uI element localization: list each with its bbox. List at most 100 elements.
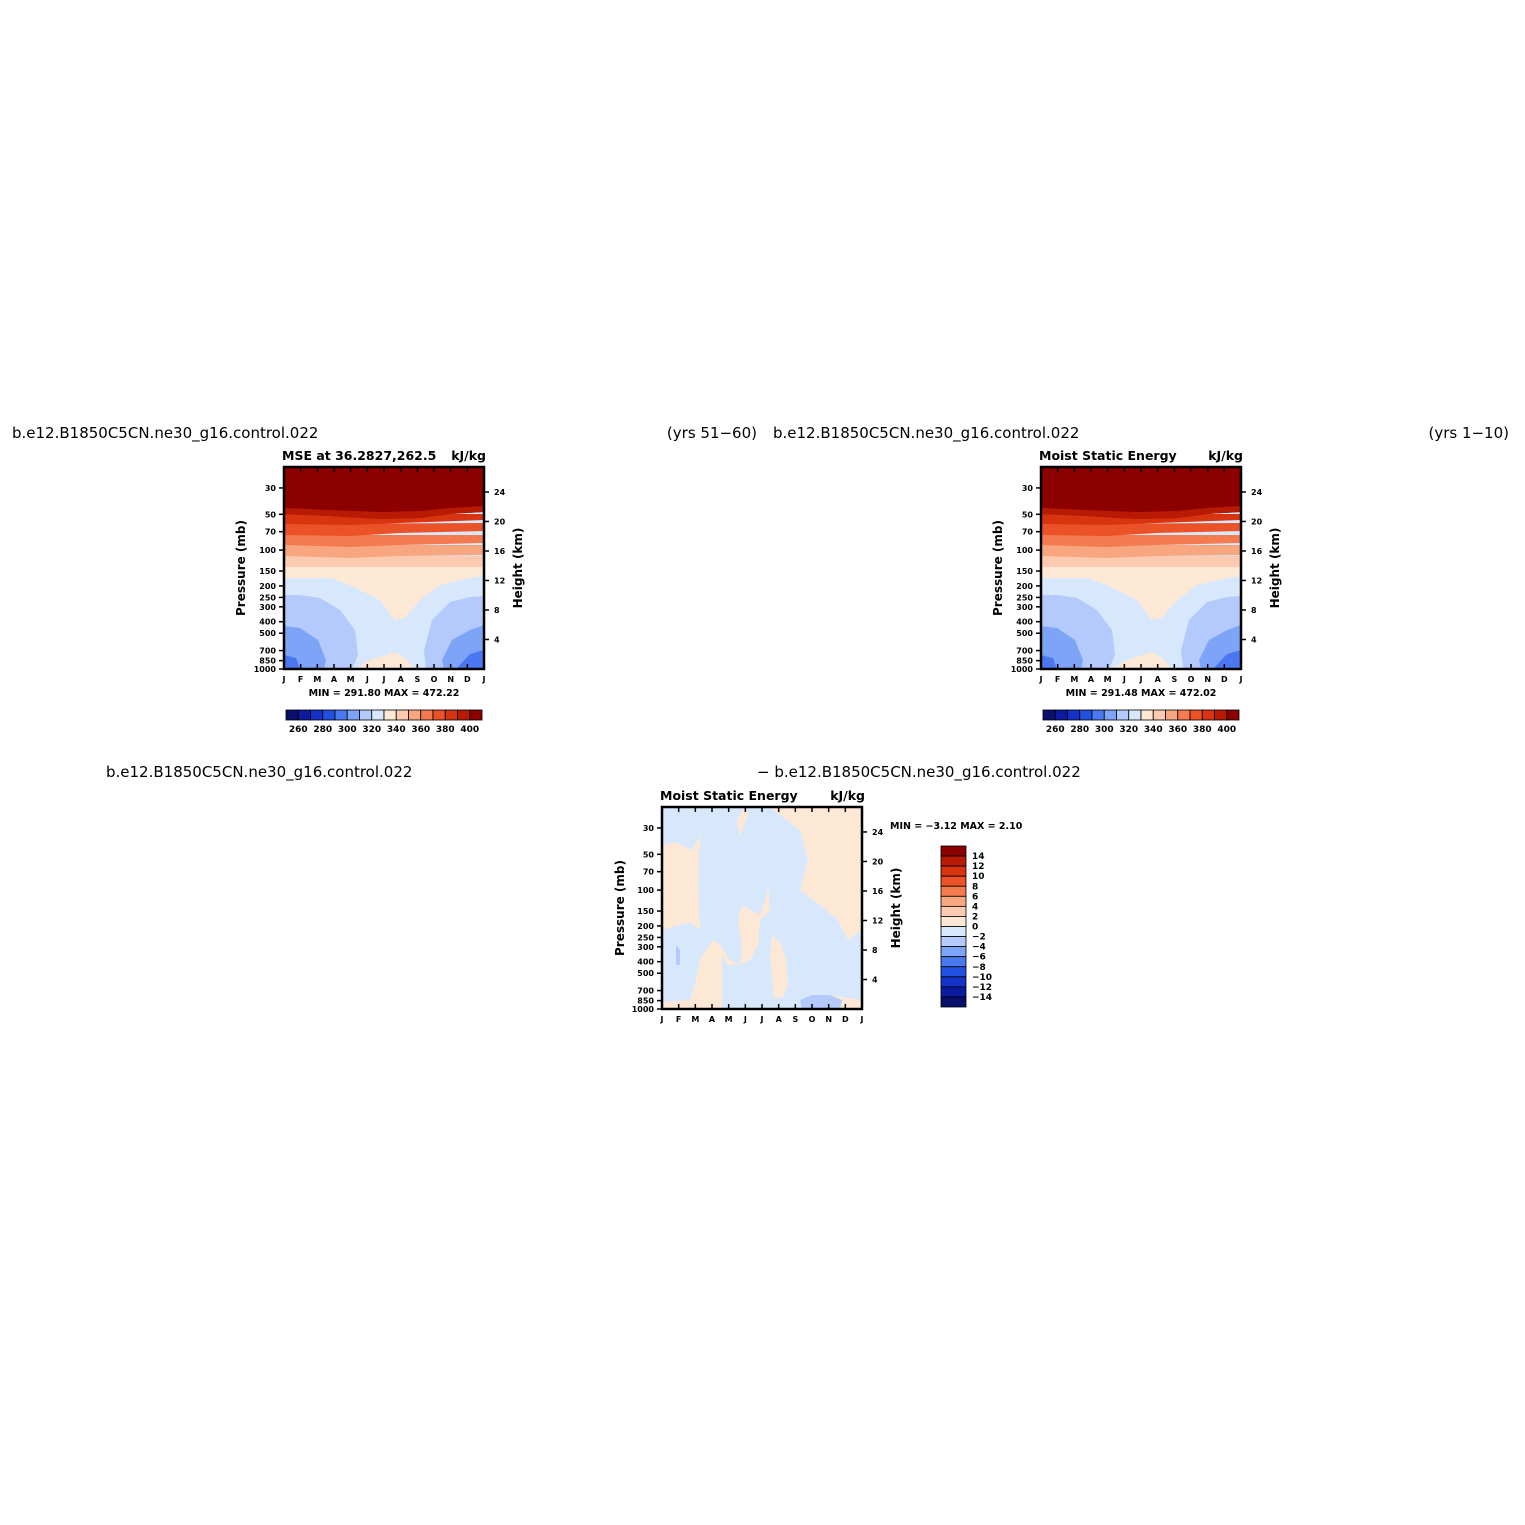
panel-2-colorbar: 260 280 300 320 340 360 380 400 <box>1042 709 1240 735</box>
colorbar-swatch <box>322 709 336 721</box>
x-tick-label: M <box>313 675 321 684</box>
colorbar-swatch <box>940 895 967 907</box>
colorbar-swatch <box>1214 709 1228 721</box>
panel-2-ylabel-left: Pressure (mb) <box>991 520 1005 616</box>
colorbar-label: 260 <box>289 725 308 735</box>
y-tick-label: 1000 <box>254 665 277 674</box>
y2-tick-label: 8 <box>1251 606 1257 615</box>
y-tick-label: 200 <box>637 922 654 931</box>
colorbar-swatch <box>940 875 967 887</box>
y-tick-label: 850 <box>637 997 654 1006</box>
y-tick-label: 30 <box>1022 484 1034 493</box>
colorbar-label: 380 <box>1193 725 1212 735</box>
colorbar-label: 400 <box>460 725 479 735</box>
colorbar-label: 400 <box>1217 725 1236 735</box>
panel-1: b.e12.B1850C5CN.ne30_g16.control.022 (yr… <box>12 424 757 735</box>
x-tick-label: A <box>709 1015 716 1024</box>
x-tick-label: M <box>1070 675 1078 684</box>
colorbar-swatch <box>457 709 471 721</box>
colorbar-label: −14 <box>972 993 992 1003</box>
colorbar-label: 320 <box>362 725 381 735</box>
panel-2-ylabel-right: Height (km) <box>1268 528 1282 609</box>
y2-tick-label: 16 <box>872 887 884 896</box>
colorbar-swatch <box>1067 709 1081 721</box>
y2-tick-label: 12 <box>1251 576 1262 585</box>
x-tick-label: J <box>660 1015 664 1024</box>
colorbar-swatch <box>1091 709 1105 721</box>
colorbar-label: 0 <box>972 923 978 933</box>
x-tick-label: A <box>331 675 338 684</box>
colorbar-label: 380 <box>436 725 455 735</box>
y-tick-label: 400 <box>259 618 276 627</box>
x-tick-label: A <box>1155 675 1162 684</box>
x-tick-label: M <box>691 1015 699 1024</box>
colorbar-swatch <box>285 709 299 721</box>
x-tick-label: M <box>725 1015 733 1024</box>
colorbar-label: 300 <box>1095 725 1114 735</box>
colorbar-swatch <box>310 709 324 721</box>
y2-tick-label: 24 <box>1251 488 1263 497</box>
colorbar-swatch <box>940 916 967 927</box>
panel-2-title: Moist Static Energy <box>1039 448 1177 463</box>
y2-tick-label: 20 <box>872 857 884 866</box>
x-tick-label: J <box>760 1015 764 1024</box>
panel-3-case-right: − b.e12.B1850C5CN.ne30_g16.control.022 <box>757 763 1081 782</box>
colorbar-swatch <box>940 905 967 917</box>
colorbar-swatch <box>346 709 360 721</box>
colorbar-swatch <box>1140 709 1154 721</box>
colorbar-swatch <box>1152 709 1166 721</box>
y-tick-label: 30 <box>643 824 655 833</box>
panel-2-minmax: MIN = 291.48 MAX = 472.02 <box>1066 688 1217 699</box>
y-tick-label: 300 <box>259 603 276 612</box>
y-tick-label: 500 <box>637 969 654 978</box>
colorbar-label: 340 <box>387 725 406 735</box>
y-tick-label: 400 <box>1016 618 1033 627</box>
y-tick-label: 250 <box>637 933 654 942</box>
colorbar-swatch <box>1042 709 1056 721</box>
colorbar-swatch <box>940 986 967 998</box>
colorbar-swatch <box>432 709 446 721</box>
panel-3-ylabel-right: Height (km) <box>889 868 903 949</box>
panel-1-contour-field <box>284 467 484 669</box>
x-tick-label: D <box>464 675 471 684</box>
panel-3-units: kJ/kg <box>830 788 865 803</box>
panel-1-minmax: MIN = 291.80 MAX = 472.22 <box>309 688 460 699</box>
colorbar-swatch <box>940 845 967 857</box>
y-tick-label: 50 <box>643 850 655 859</box>
y2-tick-label: 8 <box>872 946 878 955</box>
y-tick-label: 100 <box>259 546 276 555</box>
y2-tick-label: 12 <box>494 576 505 585</box>
colorbar-swatch <box>359 709 373 721</box>
x-tick-label: D <box>1221 675 1228 684</box>
panel-2: b.e12.B1850C5CN.ne30_g16.control.022 (yr… <box>773 424 1509 735</box>
colorbar-label: −10 <box>972 973 992 983</box>
colorbar-swatch <box>940 926 967 937</box>
x-tick-label: N <box>1204 675 1211 684</box>
y-tick-label: 70 <box>265 528 277 537</box>
y-tick-label: 250 <box>259 593 276 602</box>
panel-3-title: Moist Static Energy <box>660 788 798 803</box>
x-tick-label: A <box>398 675 405 684</box>
panel-3-case-left: b.e12.B1850C5CN.ne30_g16.control.022 <box>106 763 412 782</box>
colorbar-swatch <box>297 709 311 721</box>
y-tick-label: 1000 <box>1011 665 1034 674</box>
colorbar-swatch <box>940 996 967 1008</box>
y-tick-label: 150 <box>637 907 654 916</box>
colorbar-label: 280 <box>1070 725 1089 735</box>
colorbar-label: 12 <box>972 862 985 872</box>
y2-tick-label: 24 <box>872 828 884 837</box>
x-tick-label: J <box>860 1015 864 1024</box>
colorbar-swatch <box>1165 709 1179 721</box>
panel-1-ylabel-left: Pressure (mb) <box>234 520 248 616</box>
colorbar-swatch <box>420 709 434 721</box>
colorbar-label: 280 <box>313 725 332 735</box>
x-tick-label: J <box>365 675 369 684</box>
colorbar-label: 14 <box>972 852 985 862</box>
x-tick-label: O <box>809 1015 816 1024</box>
